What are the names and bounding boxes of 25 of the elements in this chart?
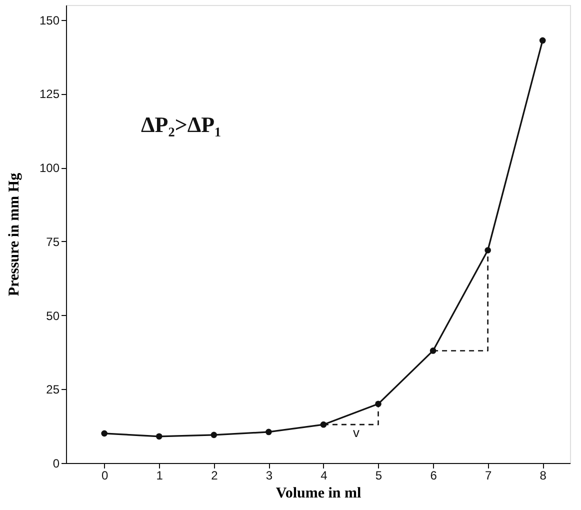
x-tick-label: 3 <box>266 468 273 482</box>
x-tick-label: 8 <box>540 468 547 482</box>
x-tick-label: 2 <box>211 468 218 482</box>
y-tick-label: 150 <box>39 13 60 28</box>
x-tick-label: 7 <box>484 468 492 482</box>
y-tick-label: 0 <box>52 456 60 470</box>
y-tick-label: 100 <box>39 161 60 176</box>
y-tick-label: 75 <box>46 234 60 249</box>
y-tick-label: 125 <box>39 87 60 102</box>
x-tick-label: 4 <box>320 468 328 482</box>
point <box>210 432 218 438</box>
x-tick-label: 5 <box>375 468 382 482</box>
x-tick-label: 1 <box>156 468 164 482</box>
y-tick-label: 25 <box>46 382 60 397</box>
y-axis-title: Pressure in mm Hg <box>6 172 22 296</box>
point <box>101 430 108 437</box>
point <box>266 428 272 436</box>
x-tick-label: 6 <box>430 468 438 482</box>
y-tick-label: 50 <box>46 308 60 323</box>
point <box>539 37 546 44</box>
x-axis-title: Volume in ml <box>276 486 362 502</box>
point <box>156 433 162 440</box>
annotation: v <box>353 425 360 440</box>
x-tick-label: 0 <box>102 468 109 482</box>
annotation: ΔP₂>ΔP₁ <box>141 112 222 137</box>
